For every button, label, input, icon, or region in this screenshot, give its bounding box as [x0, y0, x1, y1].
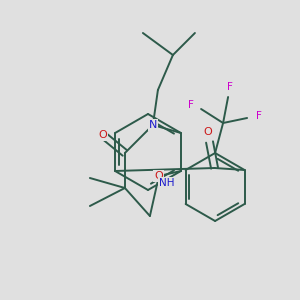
Text: O: O — [203, 127, 212, 137]
Text: N: N — [149, 120, 157, 130]
Text: F: F — [227, 82, 233, 92]
Text: O: O — [154, 171, 163, 181]
Text: F: F — [256, 111, 262, 121]
Text: O: O — [98, 130, 107, 140]
Text: F: F — [188, 100, 194, 110]
Text: NH: NH — [159, 178, 175, 188]
